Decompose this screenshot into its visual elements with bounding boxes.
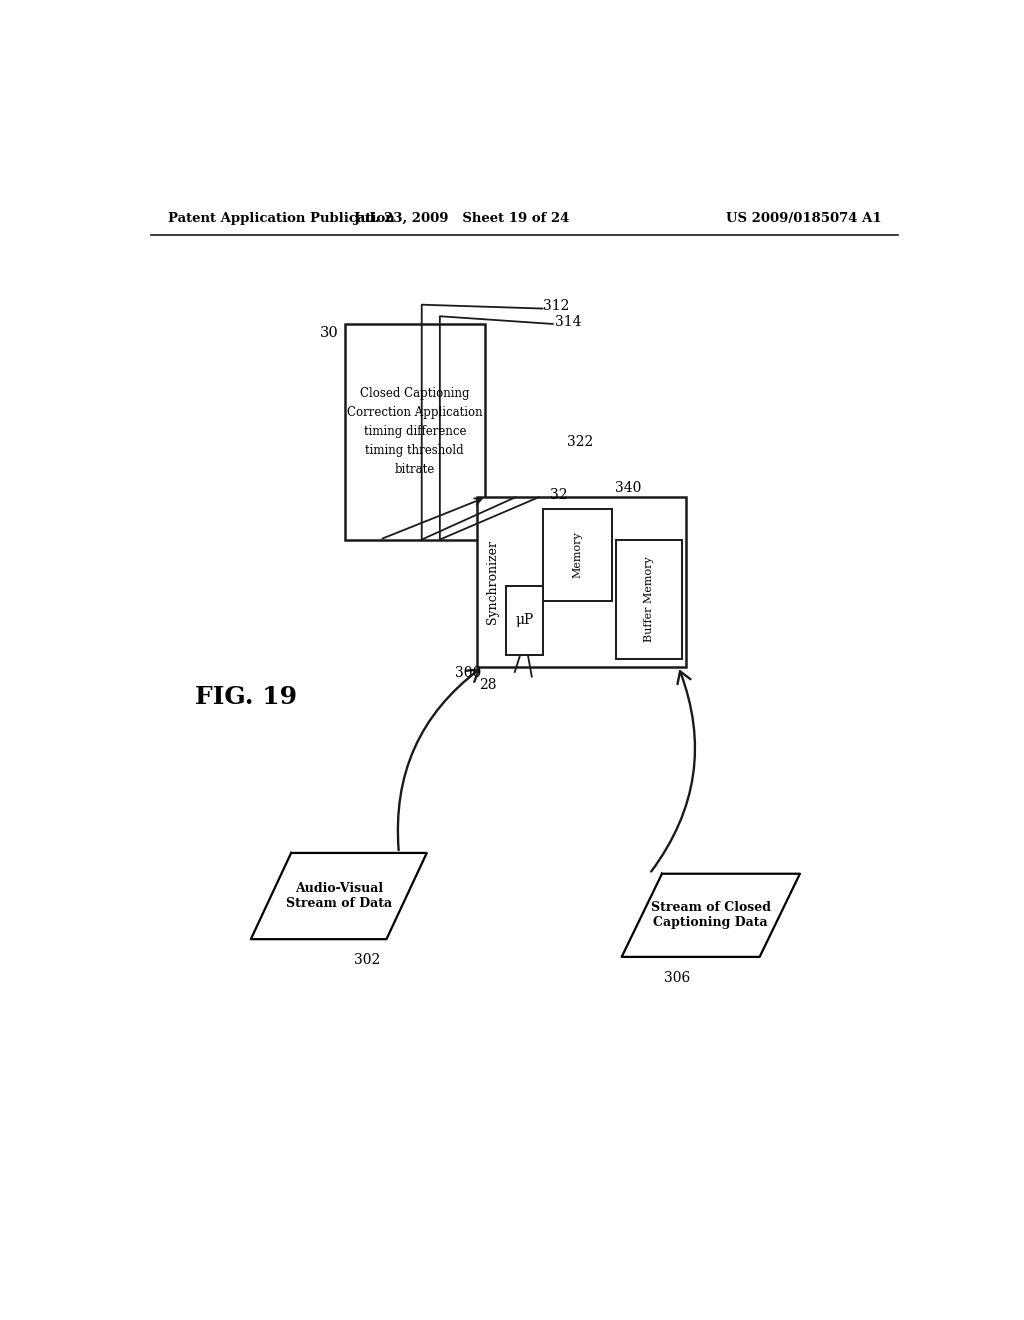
Text: 312: 312 [543, 300, 569, 313]
Text: Buffer Memory: Buffer Memory [644, 556, 654, 642]
Text: Jul. 23, 2009   Sheet 19 of 24: Jul. 23, 2009 Sheet 19 of 24 [353, 213, 569, 224]
Text: 314: 314 [555, 315, 582, 330]
Text: 340: 340 [614, 480, 641, 495]
Bar [345, 323, 484, 540]
FancyArrowPatch shape [651, 672, 695, 871]
FancyArrowPatch shape [398, 669, 479, 850]
Text: US 2009/0185074 A1: US 2009/0185074 A1 [726, 213, 882, 224]
Text: 322: 322 [566, 434, 593, 449]
Text: μP: μP [515, 614, 534, 627]
Text: Audio-Visual
Stream of Data: Audio-Visual Stream of Data [286, 882, 392, 909]
Text: 28: 28 [479, 678, 497, 692]
Text: 300: 300 [455, 665, 481, 680]
Text: 306: 306 [665, 970, 690, 985]
Bar [506, 586, 543, 655]
Text: Memory: Memory [572, 532, 583, 578]
Text: Closed Captioning
Correction Application
timing difference
timing threshold
bitr: Closed Captioning Correction Application… [347, 387, 482, 477]
Bar [477, 498, 686, 667]
Text: Stream of Closed
Captioning Data: Stream of Closed Captioning Data [651, 902, 771, 929]
Bar [543, 508, 612, 601]
Text: 32: 32 [550, 488, 568, 502]
Text: Patent Application Publication: Patent Application Publication [168, 213, 395, 224]
Text: 30: 30 [321, 326, 339, 341]
Text: Synchronizer: Synchronizer [485, 540, 499, 624]
Text: FIG. 19: FIG. 19 [195, 685, 297, 709]
Text: 302: 302 [354, 953, 381, 968]
Bar [616, 540, 682, 659]
